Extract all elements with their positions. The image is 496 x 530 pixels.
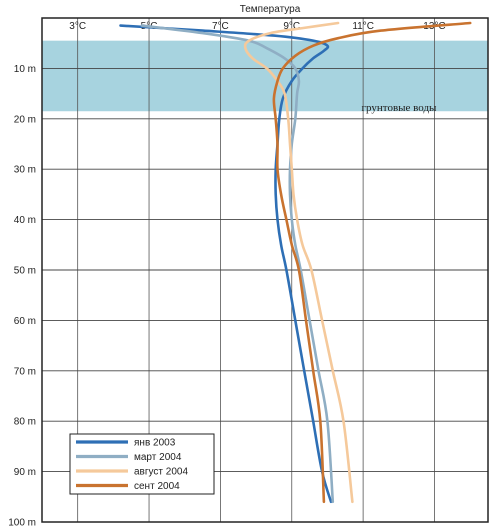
plot-frame <box>41 17 489 523</box>
x-tick-label: 9°C <box>283 21 300 32</box>
y-tick-label: 60 m <box>14 316 36 327</box>
legend-label: сент 2004 <box>134 481 180 492</box>
y-tick-labels: 10 m 20 m 30 m 40 m 50 m 60 m 70 m 80 m 90 m 100 … <box>8 64 36 529</box>
y-tick-label: 80 m <box>14 417 36 428</box>
x-tick-label: 7°C <box>212 21 229 32</box>
x-tick-label: 11°C <box>352 21 374 32</box>
legend: янв 2003 март 2004 август 2004 сент 2004 <box>69 433 215 495</box>
groundwater-label: грунтовые воды <box>362 102 438 114</box>
series-line-4 <box>272 21 472 504</box>
y-tick-label: 70 m <box>14 366 36 377</box>
series-line-2 <box>140 24 335 504</box>
legend-label: янв 2003 <box>134 438 176 449</box>
y-tick-label: 100 m <box>8 518 36 529</box>
groundwater-band <box>42 40 488 112</box>
y-tick-label: 20 m <box>14 114 36 125</box>
groundwater-band-layer <box>42 40 488 112</box>
y-tick-label: 10 m <box>14 64 36 75</box>
series-line-1 <box>119 24 333 504</box>
grid-layer <box>42 18 488 523</box>
y-tick-label: 90 m <box>14 467 36 478</box>
y-tick-label: 40 m <box>14 215 36 226</box>
y-tick-label: 50 m <box>14 266 36 277</box>
y-tick-label: 30 m <box>14 165 36 176</box>
legend-label: август 2004 <box>134 467 188 478</box>
series-line-3 <box>243 21 354 504</box>
legend-label: март 2004 <box>134 452 182 463</box>
series-layer <box>119 21 472 504</box>
chart-title: Температура <box>240 4 301 15</box>
x-tick-label: 3°C <box>69 21 86 32</box>
